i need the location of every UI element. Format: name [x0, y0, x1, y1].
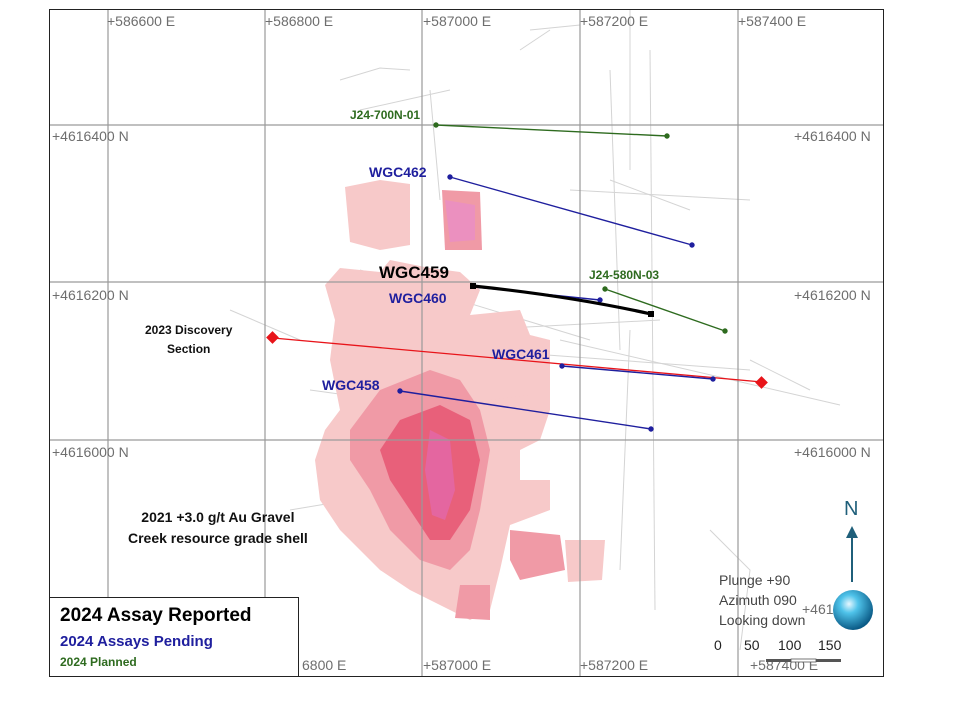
- shell-block: [510, 530, 565, 580]
- toe-wgc459: [648, 311, 654, 317]
- northing-label: +4616000 N: [52, 444, 129, 460]
- discovery-label-line2: Section: [167, 342, 211, 356]
- trace-line: [749, 359, 811, 391]
- scale-label: 150: [818, 637, 842, 653]
- hole-label-wgc459[interactable]: WGC459: [379, 263, 449, 282]
- collar-wgc461: [559, 363, 565, 369]
- northing-label: +4616200 N: [794, 287, 871, 303]
- scale-label: 100: [778, 637, 802, 653]
- scale-label: 0: [714, 637, 722, 653]
- shell-block: [490, 395, 540, 430]
- legend-planned: 2024 Planned: [60, 655, 137, 669]
- discovery-marker-west: [266, 331, 279, 344]
- trace-line: [609, 69, 621, 351]
- hole-label-j24-700n-01[interactable]: J24-700N-01: [350, 108, 421, 122]
- discovery-marker-east: [755, 376, 768, 389]
- pending-holes: [397, 174, 716, 432]
- hole-label-wgc460[interactable]: WGC460: [389, 290, 447, 306]
- trace-line: [709, 529, 751, 651]
- toe-wgc461: [710, 376, 716, 382]
- legend-pending: 2024 Assays Pending: [60, 633, 213, 650]
- shell-block: [565, 540, 605, 582]
- trace-line: [649, 49, 656, 611]
- easting-label: +587400 E: [738, 13, 807, 29]
- easting-label: +586800 E: [265, 13, 334, 29]
- hole-trace-j24-580n-03[interactable]: [604, 288, 726, 332]
- trace-line: [429, 89, 441, 201]
- northing-label: +4616400 N: [52, 128, 129, 144]
- legend: 2024 Assay Reported 2024 Assays Pending …: [49, 597, 299, 677]
- grade-shell-label: 2021 +3.0 g/t Au Gravel Creek resource g…: [128, 507, 308, 549]
- shell-block: [445, 200, 475, 242]
- hole-label-wgc462[interactable]: WGC462: [369, 164, 427, 180]
- looking-label: Looking down: [719, 612, 806, 628]
- trace-line: [339, 67, 411, 81]
- scale-label: 50: [744, 637, 760, 653]
- northing-label: +461: [802, 601, 834, 617]
- collar-wgc459: [470, 283, 476, 289]
- hole-trace-j24-700n-01[interactable]: [435, 124, 668, 137]
- collar-wgc462: [447, 174, 453, 180]
- toe-j24-580n-03: [722, 328, 728, 334]
- northing-label: +4616000 N: [794, 444, 871, 460]
- hole-label-wgc458[interactable]: WGC458: [322, 377, 380, 393]
- easting-label: +587000 E: [423, 657, 492, 673]
- toe-wgc462: [689, 242, 695, 248]
- trace-line: [519, 29, 551, 51]
- easting-label: +586600 E: [107, 13, 176, 29]
- hole-trace-wgc459[interactable]: [472, 284, 652, 316]
- hole-trace-wgc461[interactable]: [561, 365, 714, 380]
- discovery-section-label: 2023 Discovery Section: [145, 321, 232, 359]
- easting-label: +587200 E: [580, 13, 649, 29]
- coordinate-grid: [50, 10, 883, 676]
- hole-label-wgc461[interactable]: WGC461: [492, 346, 550, 362]
- map-view[interactable]: +586600 E +586800 E +587000 E +587200 E …: [49, 9, 884, 677]
- plunge-label: Plunge +90: [719, 572, 791, 588]
- trace-line: [529, 24, 581, 31]
- easting-label: +587400 E: [750, 657, 819, 673]
- collar-j24-700n-01: [433, 122, 439, 128]
- trace-line: [609, 179, 691, 211]
- grade-shell-label-line2: Creek resource grade shell: [128, 530, 308, 546]
- north-label: N: [844, 498, 859, 520]
- collar-j24-580n-03: [602, 286, 608, 292]
- hole-trace-wgc462[interactable]: [449, 176, 693, 246]
- trace-line: [559, 339, 841, 406]
- easting-label: +587000 E: [423, 13, 492, 29]
- shell-block: [425, 430, 455, 520]
- trace-line: [569, 189, 751, 201]
- discovery-label-line1: 2023 Discovery: [145, 323, 233, 337]
- shell-block: [455, 585, 490, 620]
- reported-holes: [470, 283, 654, 317]
- trace-line: [619, 329, 631, 571]
- discovery-section-line: [272, 337, 763, 383]
- trace-line: [359, 89, 451, 111]
- toe-j24-700n-01: [664, 133, 670, 139]
- grade-shell-label-line1: 2021 +3.0 g/t Au Gravel: [141, 509, 295, 525]
- legend-reported: 2024 Assay Reported: [60, 605, 252, 626]
- azimuth-label: Azimuth 090: [719, 592, 797, 608]
- easting-label: 6800 E: [302, 657, 347, 673]
- shell-block: [345, 180, 410, 250]
- hole-label-j24-580n-03[interactable]: J24-580N-03: [589, 268, 660, 282]
- toe-wgc458: [648, 426, 654, 432]
- northing-label: +4616200 N: [52, 287, 129, 303]
- map-canvas: [50, 10, 883, 676]
- hole-trace-wgc458[interactable]: [399, 390, 652, 430]
- toe-wgc460: [597, 297, 603, 303]
- collar-wgc458: [397, 388, 403, 394]
- easting-label: +587200 E: [580, 657, 649, 673]
- planned-holes: [433, 122, 728, 334]
- northing-label: +4616400 N: [794, 128, 871, 144]
